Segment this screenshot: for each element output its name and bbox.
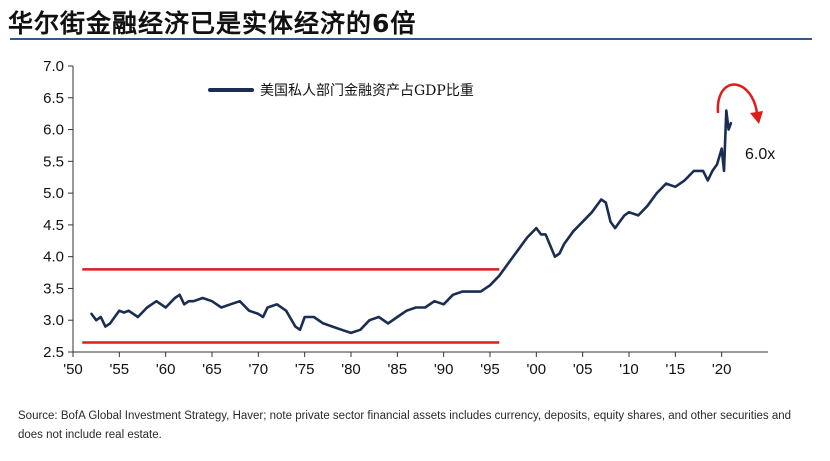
legend: 美国私人部门金融资产占GDP比重 (208, 83, 474, 99)
x-tick-label: '10 (619, 361, 639, 378)
axes-group: 2.5 3.0 3.5 4.0 4.5 5.0 5.5 6.0 6.5 7.0 '50 '55 '60 '… (43, 58, 768, 378)
title-divider (10, 38, 812, 40)
x-tick-label: '55 (110, 361, 130, 378)
x-tick-label: '50 (63, 361, 83, 378)
x-tick-label: '00 (527, 361, 547, 378)
y-tick-label: 6.5 (43, 90, 64, 107)
y-tick-label: 5.5 (43, 153, 64, 170)
y-tick-label: 3.5 (43, 280, 64, 297)
x-tick-label: '95 (480, 361, 500, 378)
y-tick-label: 4.0 (43, 249, 64, 266)
source-note: Source: BofA Global Investment Strategy,… (18, 410, 792, 441)
red-curved-arrow (716, 83, 759, 117)
series-line (90, 109, 733, 335)
x-tick-label: '70 (249, 361, 269, 378)
series-group (90, 109, 733, 335)
y-tick-label: 2.5 (43, 344, 64, 361)
page-title: 华尔街金融经济已是实体经济的6倍 (8, 9, 417, 38)
x-tick-label: '75 (295, 361, 315, 378)
legend-label: 美国私人部门金融资产占GDP比重 (260, 83, 474, 99)
x-tick-label: '90 (434, 361, 454, 378)
y-tick-label: 5.0 (43, 185, 64, 202)
x-tick-label: '60 (156, 361, 176, 378)
chart: 2.5 3.0 3.5 4.0 4.5 5.0 5.5 6.0 6.5 7.0 '50 '55 '60 '… (43, 58, 775, 378)
y-tick-label: 4.5 (43, 217, 64, 234)
y-tick-label: 7.0 (43, 58, 64, 75)
y-tick-label: 3.0 (43, 312, 64, 329)
x-tick-label: '20 (712, 361, 732, 378)
annotations: 6.0x (716, 83, 775, 163)
arrow-head-icon (750, 111, 763, 124)
reference-lines (82, 268, 500, 344)
x-tick-label: '05 (573, 361, 593, 378)
x-tick-label: '65 (202, 361, 222, 378)
x-tick-label: '80 (341, 361, 361, 378)
x-tick-label: '15 (666, 361, 686, 378)
x-tick-label: '85 (388, 361, 408, 378)
y-tick-label: 6.0 (43, 122, 64, 139)
annotation-label: 6.0x (745, 146, 775, 163)
